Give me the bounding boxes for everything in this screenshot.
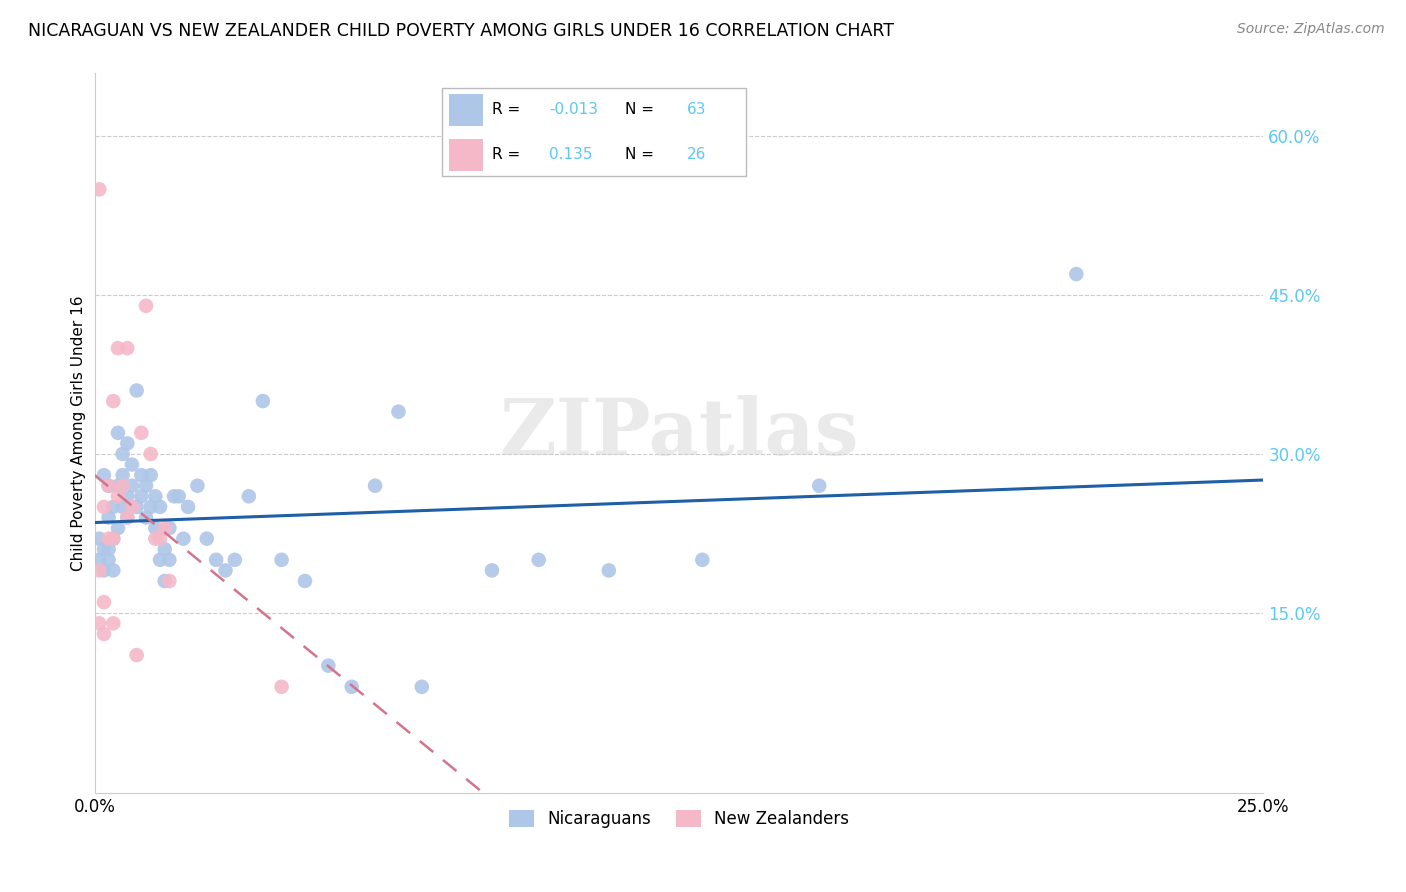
Point	[107, 341, 129, 355]
Point	[135, 299, 157, 313]
Point	[135, 510, 157, 524]
Point	[143, 489, 166, 503]
Point	[153, 574, 176, 588]
Point	[149, 500, 172, 514]
Point	[103, 500, 125, 514]
Point	[117, 436, 139, 450]
Point	[270, 680, 292, 694]
Point	[103, 394, 125, 409]
Point	[103, 532, 125, 546]
Point	[195, 532, 218, 546]
Point	[157, 553, 180, 567]
Point	[270, 553, 292, 567]
Point	[808, 479, 831, 493]
Point	[527, 553, 550, 567]
Text: Source: ZipAtlas.com: Source: ZipAtlas.com	[1237, 22, 1385, 37]
Point	[103, 532, 125, 546]
Point	[97, 479, 120, 493]
Point	[111, 500, 134, 514]
Point	[252, 394, 274, 409]
Text: NICARAGUAN VS NEW ZEALANDER CHILD POVERTY AMONG GIRLS UNDER 16 CORRELATION CHART: NICARAGUAN VS NEW ZEALANDER CHILD POVERT…	[28, 22, 894, 40]
Point	[598, 563, 620, 577]
Point	[107, 425, 129, 440]
Point	[97, 479, 120, 493]
Point	[111, 468, 134, 483]
Point	[692, 553, 714, 567]
Point	[97, 542, 120, 557]
Point	[318, 658, 340, 673]
Point	[93, 627, 115, 641]
Point	[153, 542, 176, 557]
Point	[97, 553, 120, 567]
Point	[97, 510, 120, 524]
Point	[107, 521, 129, 535]
Point	[107, 489, 129, 503]
Point	[411, 680, 433, 694]
Point	[121, 479, 143, 493]
Point	[125, 648, 148, 662]
Point	[117, 510, 139, 524]
Point	[177, 500, 200, 514]
Point	[139, 468, 162, 483]
Point	[294, 574, 316, 588]
Point	[89, 616, 111, 631]
Point	[135, 479, 157, 493]
Point	[131, 489, 153, 503]
Point	[238, 489, 260, 503]
Point	[93, 468, 115, 483]
Point	[139, 447, 162, 461]
Point	[93, 542, 115, 557]
Point	[387, 404, 409, 418]
Point	[121, 500, 143, 514]
Point	[224, 553, 246, 567]
Point	[111, 447, 134, 461]
Text: ZIPatlas: ZIPatlas	[499, 395, 859, 471]
Point	[131, 468, 153, 483]
Point	[125, 384, 148, 398]
Point	[143, 521, 166, 535]
Point	[111, 479, 134, 493]
Point	[131, 425, 153, 440]
Point	[125, 500, 148, 514]
Point	[89, 182, 111, 196]
Point	[153, 521, 176, 535]
Y-axis label: Child Poverty Among Girls Under 16: Child Poverty Among Girls Under 16	[72, 295, 86, 571]
Point	[149, 553, 172, 567]
Point	[89, 553, 111, 567]
Point	[186, 479, 208, 493]
Point	[107, 479, 129, 493]
Point	[89, 532, 111, 546]
Point	[205, 553, 228, 567]
Point	[149, 532, 172, 546]
Point	[121, 458, 143, 472]
Point	[97, 532, 120, 546]
Point	[143, 532, 166, 546]
Point	[364, 479, 387, 493]
Point	[103, 563, 125, 577]
Point	[481, 563, 503, 577]
Point	[167, 489, 190, 503]
Point	[157, 574, 180, 588]
Point	[93, 595, 115, 609]
Point	[117, 510, 139, 524]
Legend: Nicaraguans, New Zealanders: Nicaraguans, New Zealanders	[502, 803, 856, 835]
Point	[1066, 267, 1088, 281]
Point	[93, 563, 115, 577]
Point	[117, 341, 139, 355]
Point	[103, 616, 125, 631]
Point	[163, 489, 186, 503]
Point	[157, 521, 180, 535]
Point	[214, 563, 236, 577]
Point	[89, 563, 111, 577]
Point	[93, 500, 115, 514]
Point	[172, 532, 194, 546]
Point	[117, 489, 139, 503]
Point	[139, 500, 162, 514]
Point	[340, 680, 363, 694]
